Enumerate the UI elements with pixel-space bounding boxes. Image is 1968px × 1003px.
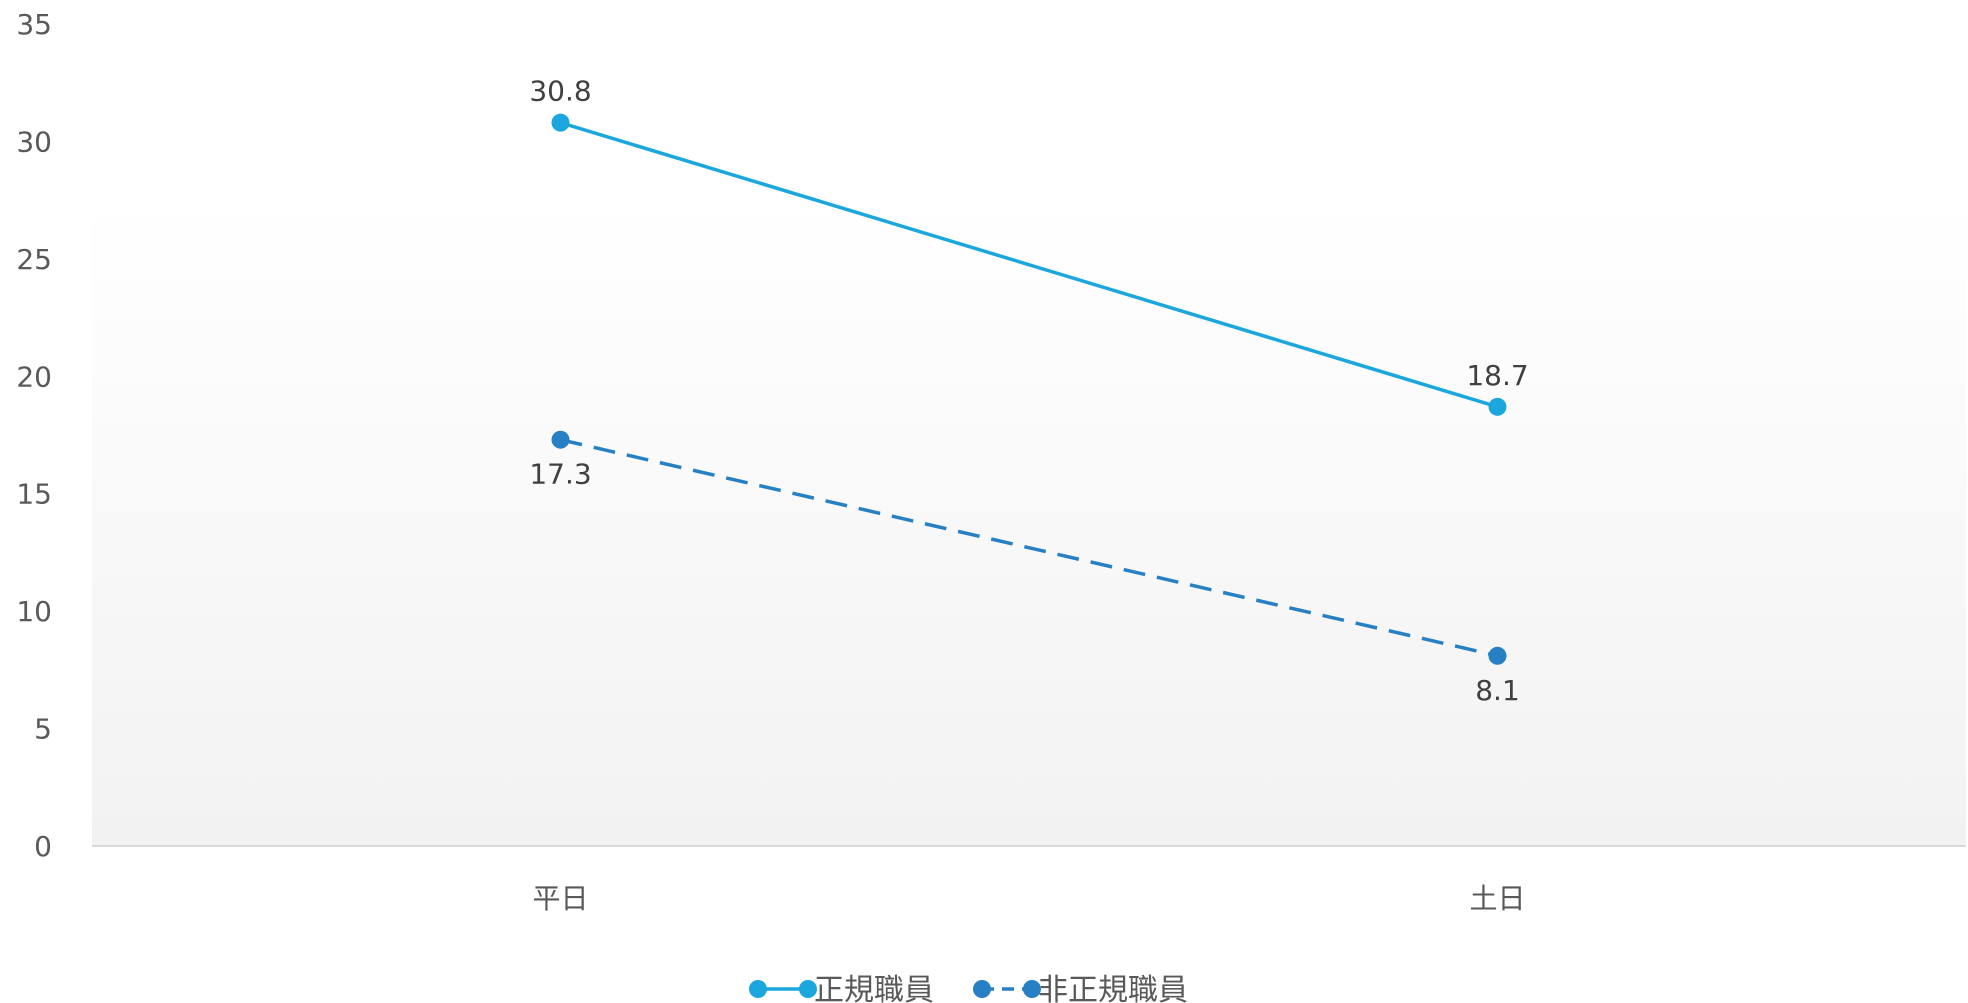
legend-label-0: 正規職員 xyxy=(814,973,934,1003)
legend-marker xyxy=(1023,980,1041,998)
x-axis-ticks: 平日 土日 xyxy=(532,882,1525,915)
series-point-0 xyxy=(551,113,570,132)
data-label: 17.3 xyxy=(529,458,591,491)
y-tick-label: 20 xyxy=(16,360,52,393)
data-label: 18.7 xyxy=(1466,359,1528,392)
series-layer: 30.8 18.7 17.3 8.1 xyxy=(529,75,1528,707)
plot-area xyxy=(92,200,1966,846)
y-axis-ticks: 0 5 10 15 20 25 30 35 xyxy=(16,8,52,863)
series-line-0 xyxy=(559,120,1499,409)
y-tick-label: 30 xyxy=(16,125,52,158)
data-label: 8.1 xyxy=(1475,674,1520,707)
y-tick-label: 15 xyxy=(16,478,52,511)
y-tick-label: 25 xyxy=(16,243,52,276)
legend-marker xyxy=(973,980,991,998)
legend-label-1: 非正規職員 xyxy=(1038,973,1188,1003)
legend: 正規職員 非正規職員 xyxy=(749,973,1188,1003)
y-tick-label: 0 xyxy=(34,830,52,863)
x-tick-label: 平日 xyxy=(532,882,588,915)
data-label: 30.8 xyxy=(529,75,591,108)
y-tick-label: 5 xyxy=(34,713,52,746)
series-point-1 xyxy=(1488,646,1507,665)
series-point-1 xyxy=(551,430,570,449)
x-tick-label: 土日 xyxy=(1469,882,1525,915)
series-point-0 xyxy=(1488,397,1507,416)
y-tick-label: 10 xyxy=(16,595,52,628)
series-line-1 xyxy=(560,437,1498,658)
y-tick-label: 35 xyxy=(16,8,52,41)
legend-marker xyxy=(799,980,817,998)
legend-marker xyxy=(749,980,767,998)
